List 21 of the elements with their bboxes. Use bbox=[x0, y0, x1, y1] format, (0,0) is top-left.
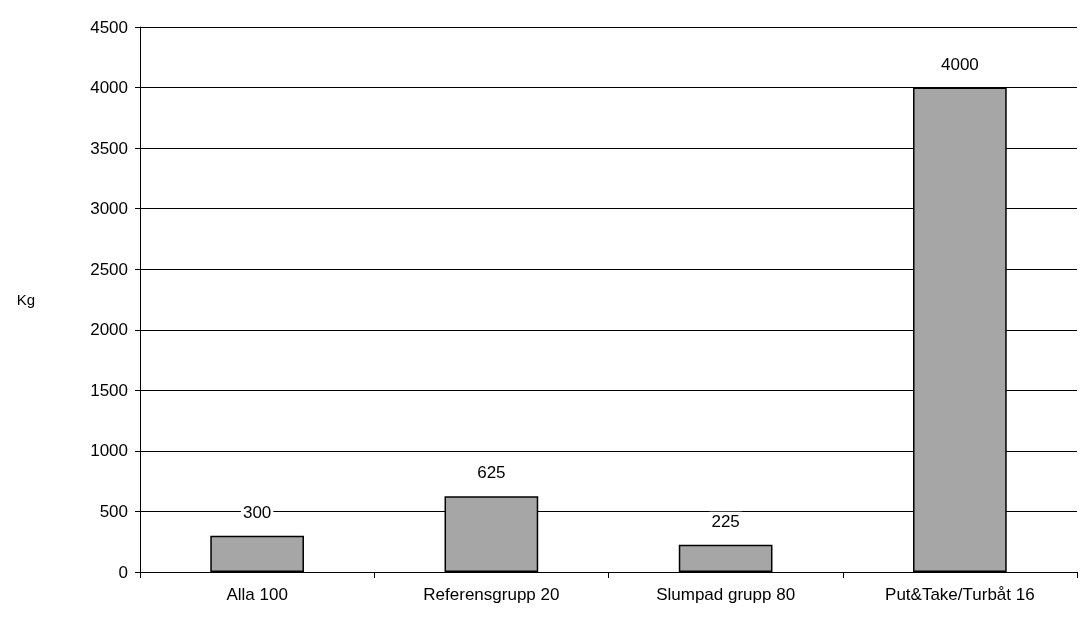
data-label: 625 bbox=[477, 463, 506, 483]
bar bbox=[210, 535, 304, 572]
x-tick-label: Put&Take/Turbåt 16 bbox=[885, 585, 1035, 604]
data-label: 300 bbox=[242, 502, 272, 522]
data-label: 225 bbox=[711, 511, 740, 531]
y-tick-label: 3500 bbox=[90, 138, 128, 158]
y-tick-label: 2500 bbox=[90, 259, 128, 279]
y-axis-title: Kg bbox=[16, 291, 35, 308]
y-tick-label: 0 bbox=[118, 562, 128, 582]
y-tick-label: 1500 bbox=[90, 380, 128, 400]
y-tick-label: 1000 bbox=[90, 441, 128, 461]
x-tick-label: Slumpad grupp 80 bbox=[656, 585, 796, 604]
data-label: 4000 bbox=[940, 54, 979, 74]
bar bbox=[678, 544, 773, 572]
y-tick-label: 3000 bbox=[90, 199, 128, 219]
x-tick-label: Referensgrupp 20 bbox=[423, 585, 560, 604]
y-tick-label: 4500 bbox=[90, 17, 128, 37]
x-tick-label: Alla 100 bbox=[226, 585, 288, 604]
y-tick-label: 500 bbox=[99, 501, 128, 521]
y-tick-label: 2000 bbox=[90, 320, 128, 340]
y-tick-label: 4000 bbox=[90, 78, 128, 98]
